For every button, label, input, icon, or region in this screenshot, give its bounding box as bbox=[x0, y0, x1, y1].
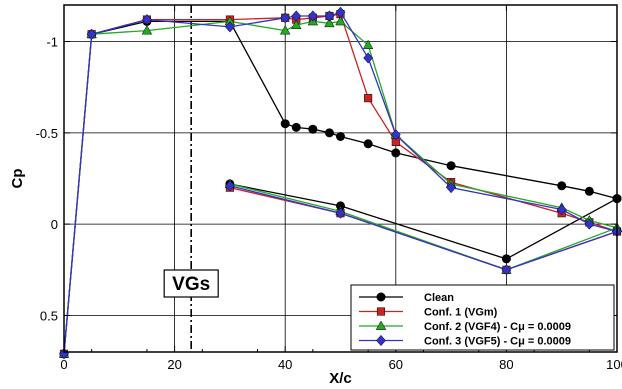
y-tick-label: -1 bbox=[46, 35, 58, 50]
legend-label: Conf. 2 (VGF4) - Cμ = 0.0009 bbox=[424, 321, 571, 333]
data-point bbox=[446, 161, 456, 171]
data-point bbox=[279, 25, 291, 35]
data-point bbox=[280, 119, 290, 129]
series-3-lower-line bbox=[229, 183, 618, 271]
data-point bbox=[324, 10, 335, 22]
data-point bbox=[86, 28, 97, 40]
data-point bbox=[501, 264, 512, 276]
data-point bbox=[291, 19, 302, 29]
legend-label: Clean bbox=[424, 292, 454, 304]
data-point bbox=[280, 12, 291, 24]
x-tick-label: 20 bbox=[167, 357, 181, 372]
series-4-lower-line bbox=[229, 185, 618, 271]
data-point bbox=[307, 10, 318, 22]
data-point bbox=[364, 94, 373, 103]
legend-label: Conf. 1 (VGm) bbox=[424, 307, 498, 319]
annotation-group: VGs bbox=[163, 269, 219, 298]
data-point bbox=[584, 218, 595, 230]
x-tick-label: 60 bbox=[389, 357, 403, 372]
data-point bbox=[224, 21, 235, 33]
data-point bbox=[335, 131, 345, 141]
legend-marker bbox=[376, 334, 386, 347]
data-point bbox=[363, 139, 373, 149]
vgs-label-box bbox=[163, 269, 219, 298]
y-axis-title: Cp bbox=[9, 169, 26, 189]
data-point bbox=[335, 207, 346, 219]
data-point bbox=[335, 6, 346, 18]
x-tick-label: 80 bbox=[499, 357, 513, 372]
y-tick-label: 0.5 bbox=[40, 308, 58, 323]
data-point bbox=[291, 10, 302, 22]
legend-marker bbox=[376, 307, 386, 316]
data-point bbox=[324, 128, 334, 138]
x-axis-title: X/c bbox=[329, 370, 352, 387]
plot-frame bbox=[63, 4, 618, 353]
y-tick-label: 0 bbox=[51, 217, 58, 232]
data-point bbox=[501, 254, 511, 264]
data-point bbox=[308, 124, 318, 134]
x-tick-label: 0 bbox=[60, 357, 67, 372]
x-tick-label: 100 bbox=[606, 357, 622, 372]
data-point bbox=[556, 203, 567, 216]
legend-box bbox=[350, 284, 615, 351]
y-tick-label: -0.5 bbox=[36, 126, 58, 141]
legend-label: Conf. 3 (VGF5) - Cμ = 0.0009 bbox=[424, 336, 571, 348]
series-4 bbox=[59, 6, 622, 360]
data-point bbox=[291, 122, 301, 132]
series-1-lower-line bbox=[229, 183, 618, 260]
data-point bbox=[584, 186, 594, 196]
legend-marker bbox=[375, 320, 387, 330]
data-point bbox=[335, 15, 346, 26]
data-point bbox=[390, 129, 401, 141]
data-point bbox=[142, 14, 152, 26]
data-point bbox=[362, 39, 374, 50]
data-point bbox=[324, 17, 335, 28]
data-point bbox=[141, 25, 153, 35]
data-point bbox=[363, 52, 374, 64]
data-point bbox=[557, 181, 567, 191]
x-tick-label: 40 bbox=[278, 357, 292, 372]
legend: Clean Conf. 1 (VGm) Conf. 2 (VGF4) - Cμ = … bbox=[350, 284, 615, 351]
legend-marker bbox=[376, 292, 386, 302]
data-point bbox=[224, 180, 235, 192]
data-point bbox=[446, 182, 457, 194]
vgs-label: VGs bbox=[172, 274, 210, 295]
data-point bbox=[391, 148, 401, 158]
